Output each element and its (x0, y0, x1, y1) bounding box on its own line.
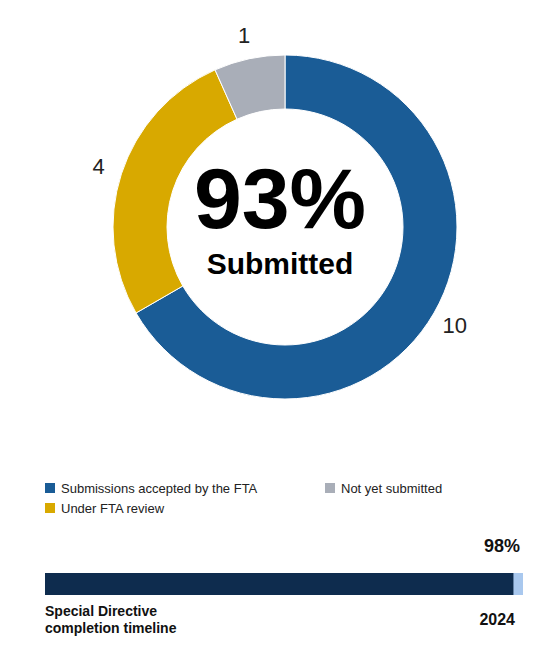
svg-text:10: 10 (442, 313, 466, 338)
html-text:98%: 98% (484, 536, 520, 556)
html-text:Submitted: Submitted (206, 247, 354, 280)
svg-text:4: 4 (92, 154, 104, 179)
html-text:Not yet submitted: Not yet submitted (341, 480, 443, 496)
html-text:Special Directive completion t: Special Directive completion timeline (45, 603, 177, 636)
html-text:93%: 93% (193, 150, 367, 246)
html-text:Submissions accepted by the FT: Submissions accepted by the FTA (61, 480, 258, 496)
svg-text:1: 1 (238, 23, 250, 48)
html-text:2024: 2024 (479, 611, 515, 628)
html-text:Under FTA review: Under FTA review (61, 500, 165, 516)
